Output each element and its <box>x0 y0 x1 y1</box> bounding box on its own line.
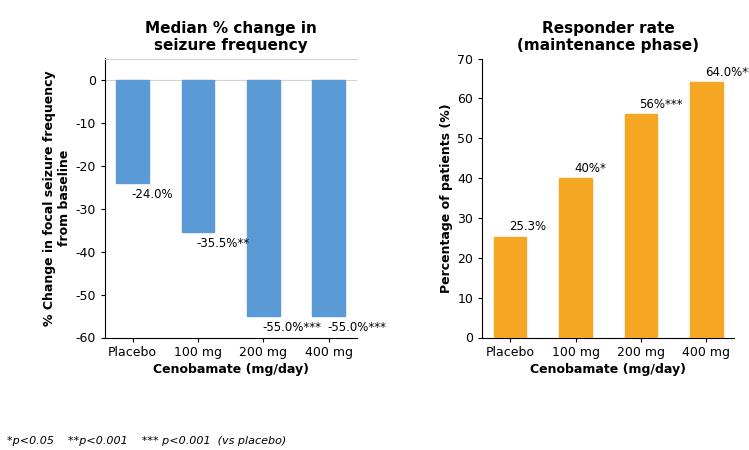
Bar <box>560 178 592 338</box>
Bar <box>625 114 657 338</box>
Text: *p<0.05    **p<0.001    *** p<0.001  (vs placebo): *p<0.05 **p<0.001 *** p<0.001 (vs placeb… <box>7 436 287 446</box>
Bar <box>690 82 723 338</box>
Text: -35.5%**: -35.5%** <box>197 238 250 251</box>
Text: 40%*: 40%* <box>574 162 606 175</box>
Title: Responder rate
(maintenance phase): Responder rate (maintenance phase) <box>518 21 699 53</box>
Bar <box>182 80 214 232</box>
Text: -55.0%***: -55.0%*** <box>327 321 386 334</box>
Title: Median % change in
seizure frequency: Median % change in seizure frequency <box>145 21 317 53</box>
Text: -55.0%***: -55.0%*** <box>262 321 321 334</box>
Y-axis label: Percentage of patients (%): Percentage of patients (%) <box>440 103 453 293</box>
Text: 25.3%: 25.3% <box>509 220 546 234</box>
Y-axis label: % Change in focal seizure frequency
from baseline: % Change in focal seizure frequency from… <box>43 70 71 326</box>
Text: -24.0%: -24.0% <box>131 188 173 201</box>
X-axis label: Cenobamate (mg/day): Cenobamate (mg/day) <box>530 363 686 376</box>
X-axis label: Cenobamate (mg/day): Cenobamate (mg/day) <box>153 363 309 376</box>
Bar <box>494 237 527 338</box>
Bar <box>116 80 149 183</box>
Bar <box>247 80 279 316</box>
Text: 56%***: 56%*** <box>640 98 683 111</box>
Bar <box>312 80 345 316</box>
Text: 64.0%***: 64.0%*** <box>705 66 749 79</box>
